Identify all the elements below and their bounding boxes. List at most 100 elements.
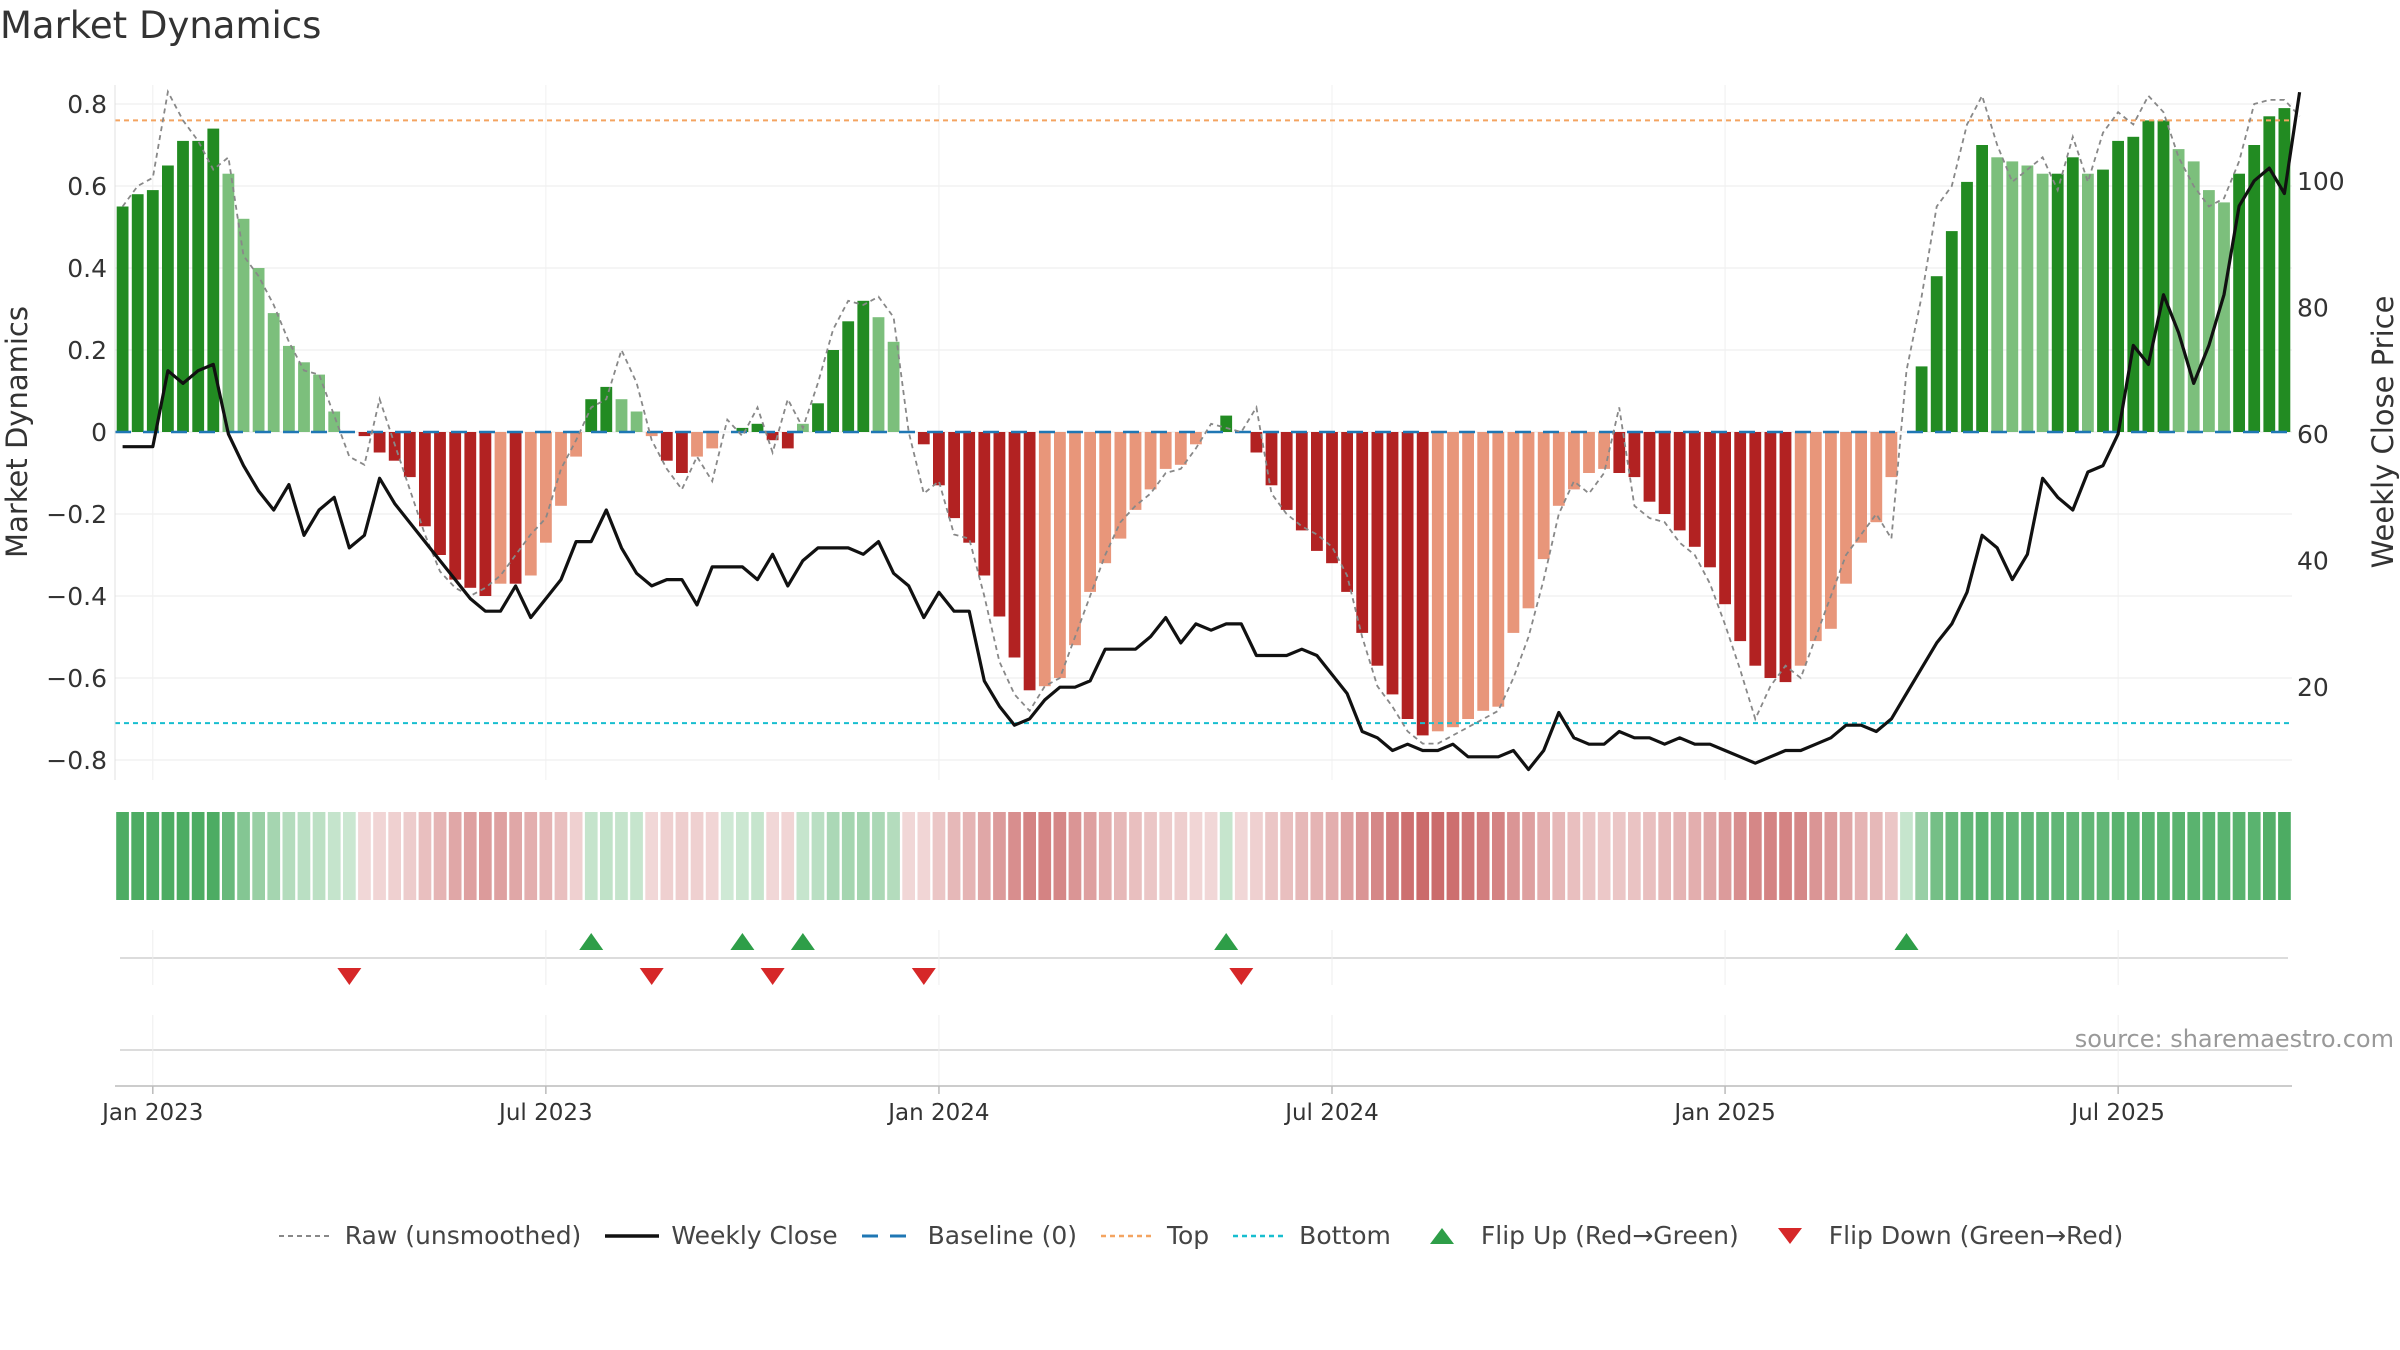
legend-item-flip-down: Flip Down (Green→Red) [1761, 1221, 2123, 1250]
legend-swatch-close [603, 1224, 661, 1246]
dynamics-bar [192, 140, 205, 432]
dynamics-bar [1023, 432, 1036, 691]
dynamics-bar [1265, 432, 1278, 486]
regime-cell [1355, 812, 1369, 900]
source-text: source: sharemaestro.com [2075, 1025, 2394, 1053]
dynamics-bar [1129, 432, 1142, 510]
dynamics-bar [1734, 432, 1747, 642]
regime-cell [2232, 812, 2246, 900]
dynamics-bar [1719, 432, 1731, 605]
flip-down-marker [1229, 968, 1254, 985]
dynamics-bar [1295, 432, 1308, 531]
regime-cell [388, 812, 401, 900]
regime-cell [766, 812, 779, 900]
dynamics-bar [1492, 432, 1505, 707]
regime-cell [297, 812, 311, 900]
dynamics-bar [1870, 432, 1883, 523]
dynamics-bar [298, 362, 310, 432]
regime-cell [962, 812, 976, 900]
dynamics-bar [449, 432, 462, 580]
dynamics-bar [993, 432, 1006, 617]
page-title: Market Dynamics [0, 4, 322, 47]
dynamics-bar [1855, 432, 1867, 543]
dynamics-bar [2233, 173, 2245, 432]
y-tick-label: 0.4 [67, 254, 107, 283]
dynamics-bar [146, 190, 159, 432]
flip-up-marker [790, 933, 815, 950]
dynamics-bar [1084, 432, 1096, 592]
regime-cell [1219, 812, 1233, 900]
dynamics-bar [524, 432, 537, 576]
y2-tick-label: 100 [2297, 167, 2345, 196]
x-axis: Jan 2023 Jul 2023 Jan 2024 Jul 2024 Jan 2025… [100, 1085, 2292, 1126]
dynamics-bar [978, 432, 991, 576]
regime-cell [1552, 812, 1566, 900]
dynamics-bar [1326, 432, 1338, 564]
regime-cell [1597, 812, 1611, 900]
dynamics-bar [1174, 432, 1187, 465]
regime-cell [675, 812, 689, 900]
regime-cell [796, 812, 810, 900]
regime-cell [1582, 812, 1596, 900]
x-tick-label: Jul 2023 [497, 1100, 593, 1126]
regime-cell [1612, 812, 1626, 900]
regime-cell [1159, 812, 1173, 900]
regime-cell [1129, 812, 1142, 900]
regime-cell [2126, 812, 2140, 900]
regime-cell [1265, 812, 1278, 900]
regime-cell [1779, 812, 1792, 900]
regime-cell [1854, 812, 1868, 900]
regime-cell [524, 812, 538, 900]
dynamics-bar [116, 206, 129, 432]
regime-cell [1295, 812, 1309, 900]
dynamics-bar [2142, 120, 2155, 433]
y-tick-label: −0.4 [46, 582, 107, 611]
regime-cell [1794, 812, 1807, 900]
y2-axis-label: Weekly Close Price [2366, 296, 2400, 569]
dynamics-bar [1144, 432, 1157, 490]
regime-cell [509, 812, 522, 900]
legend-item-bottom: Bottom [1231, 1221, 1391, 1250]
dynamics-bar [1159, 432, 1172, 469]
dynamics-bar [509, 432, 522, 584]
regime-cell [1658, 812, 1671, 900]
regime-cell [600, 812, 613, 900]
dynamics-bar [1401, 432, 1414, 719]
dynamics-bar [328, 411, 341, 432]
dynamics-bar [1809, 432, 1822, 642]
legend-swatch-bottom [1231, 1224, 1289, 1246]
dynamics-bar [2006, 161, 2019, 432]
regime-cell [720, 812, 734, 900]
regime-cell [1809, 812, 1823, 900]
dynamics-bar [1477, 432, 1490, 711]
dynamics-bar [630, 411, 643, 432]
regime-cell [237, 812, 250, 900]
legend-swatch-top [1099, 1224, 1157, 1246]
regime-cell [1371, 812, 1384, 900]
dynamics-bar [2263, 116, 2276, 433]
dynamics-bar [676, 432, 688, 473]
dynamics-bar [555, 432, 567, 506]
regime-cell [2202, 812, 2216, 900]
x-tick-label: Jul 2025 [2069, 1100, 2165, 1126]
regime-cell [463, 812, 477, 900]
legend-swatch-flip-up [1413, 1224, 1471, 1246]
flip-up-marker [1214, 933, 1239, 950]
dynamics-bar [1704, 432, 1716, 568]
dynamics-bar [1613, 432, 1626, 473]
regime-cell [403, 812, 417, 900]
dynamics-bar [2021, 165, 2034, 432]
dynamics-bar [313, 374, 325, 432]
regime-cell [2278, 812, 2291, 900]
regime-cell [222, 812, 235, 900]
regime-cell [1688, 812, 1702, 900]
regime-cell [2036, 812, 2049, 900]
regime-cell [2217, 812, 2231, 900]
regime-cell [1869, 812, 1883, 900]
dynamics-bar [252, 268, 265, 432]
flip-up-marker [579, 933, 604, 950]
regime-cell [660, 812, 674, 900]
dynamics-bar [1447, 432, 1459, 728]
regime-cell [1144, 812, 1157, 900]
regime-strip [116, 812, 2291, 900]
